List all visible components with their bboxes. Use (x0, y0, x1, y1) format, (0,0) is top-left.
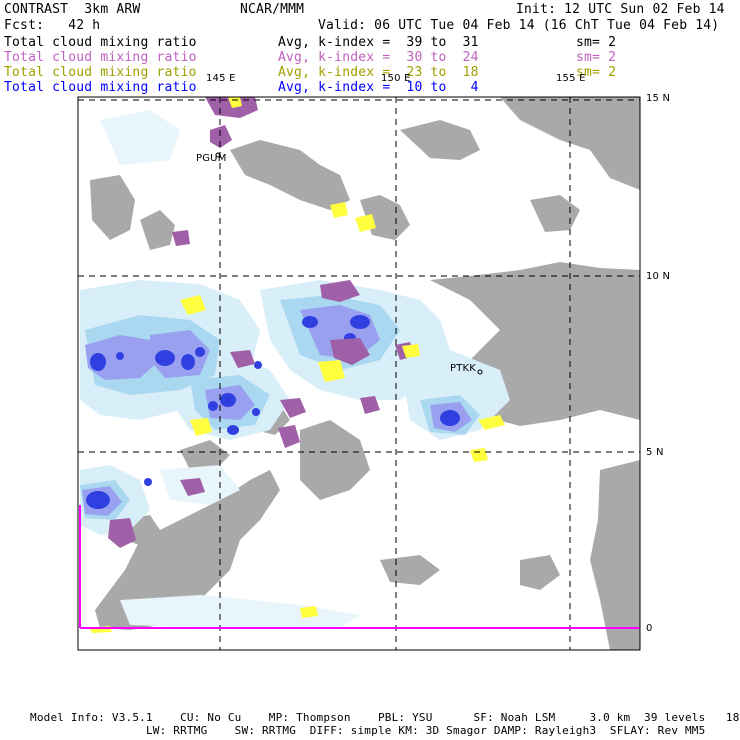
model-info-line-2: LW: RRTMG SW: RRTMG DIFF: simple KM: 3D … (30, 724, 706, 737)
deep-cloud-cores (86, 315, 460, 509)
high-cloud-yellow (90, 97, 505, 633)
center-title: NCAR/MMM (240, 2, 305, 17)
map-frame (77, 96, 641, 651)
valid-time: Valid: 06 UTC Tue 04 Feb 14 (16 ChT Tue … (318, 18, 720, 33)
legend-range-1: Avg, k-index = 39 to 31 (278, 35, 479, 50)
legend-field-4: Total cloud mixing ratio (4, 80, 197, 95)
legend-field-1: Total cloud mixing ratio (4, 35, 197, 50)
legend-range-2: Avg, k-index = 30 to 24 (278, 50, 479, 65)
domain-boundary (79, 505, 640, 629)
legend-sm-2: sm= 2 (576, 50, 617, 65)
lat-label-10n: 10 N (646, 271, 671, 282)
high-cloud-purple (108, 97, 415, 548)
station-marker-ptkk (477, 369, 483, 375)
lon-label-155: 155 E (556, 73, 586, 84)
lat-label-0: 0 (646, 623, 653, 634)
station-label-ptkk: PTKK (450, 363, 477, 374)
model-title: CONTRAST 3km ARW (4, 2, 141, 17)
legend-range-4: Avg, k-index = 10 to 4 (278, 80, 479, 95)
station-marker-pgum (215, 152, 221, 158)
lat-lon-grid (78, 97, 640, 650)
model-info-line-1: Model Info: V3.5.1 CU: No Cu MP: Thompso… (30, 711, 740, 724)
legend-sm-3: sm= 2 (576, 65, 617, 80)
legend-field-2: Total cloud mixing ratio (4, 50, 197, 65)
lon-label-150: 150 E (381, 73, 411, 84)
legend-range-3: Avg, k-index = 23 to 18 (278, 65, 479, 80)
station-label-pgum: PGUM (196, 153, 227, 164)
lon-label-145: 145 E (206, 73, 236, 84)
forecast-hour: Fcst: 42 h (4, 18, 101, 33)
init-time: Init: 12 UTC Sun 02 Feb 14 (516, 2, 725, 17)
lat-label-5n: 5 N (646, 447, 664, 458)
legend-field-3: Total cloud mixing ratio (4, 65, 197, 80)
legend-sm-1: sm= 2 (576, 35, 617, 50)
lat-label-15n: 15 N (646, 93, 671, 104)
